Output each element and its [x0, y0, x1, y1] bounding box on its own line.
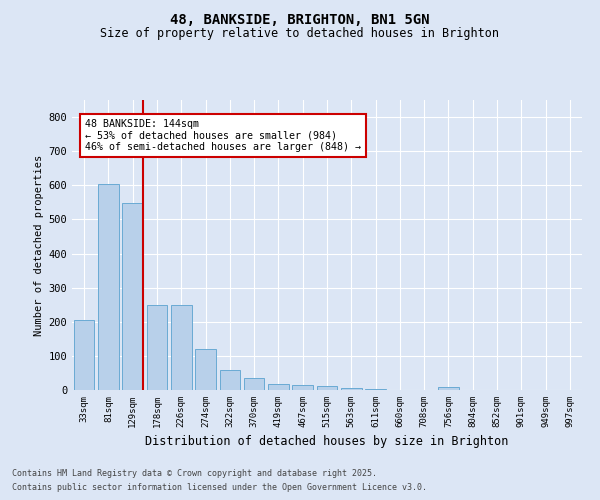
Bar: [244, 378, 265, 390]
Text: 48, BANKSIDE, BRIGHTON, BN1 5GN: 48, BANKSIDE, BRIGHTON, BN1 5GN: [170, 12, 430, 26]
Bar: [98, 184, 119, 390]
Bar: [317, 386, 337, 390]
Bar: [292, 385, 313, 390]
X-axis label: Distribution of detached houses by size in Brighton: Distribution of detached houses by size …: [145, 436, 509, 448]
Bar: [268, 384, 289, 390]
Text: Contains public sector information licensed under the Open Government Licence v3: Contains public sector information licen…: [12, 484, 427, 492]
Y-axis label: Number of detached properties: Number of detached properties: [34, 154, 44, 336]
Text: 48 BANKSIDE: 144sqm
← 53% of detached houses are smaller (984)
46% of semi-detac: 48 BANKSIDE: 144sqm ← 53% of detached ho…: [85, 119, 361, 152]
Bar: [220, 370, 240, 390]
Text: Size of property relative to detached houses in Brighton: Size of property relative to detached ho…: [101, 28, 499, 40]
Bar: [74, 320, 94, 390]
Bar: [341, 388, 362, 390]
Bar: [171, 304, 191, 390]
Bar: [122, 203, 143, 390]
Text: Contains HM Land Registry data © Crown copyright and database right 2025.: Contains HM Land Registry data © Crown c…: [12, 468, 377, 477]
Bar: [146, 304, 167, 390]
Bar: [195, 349, 216, 390]
Bar: [438, 388, 459, 390]
